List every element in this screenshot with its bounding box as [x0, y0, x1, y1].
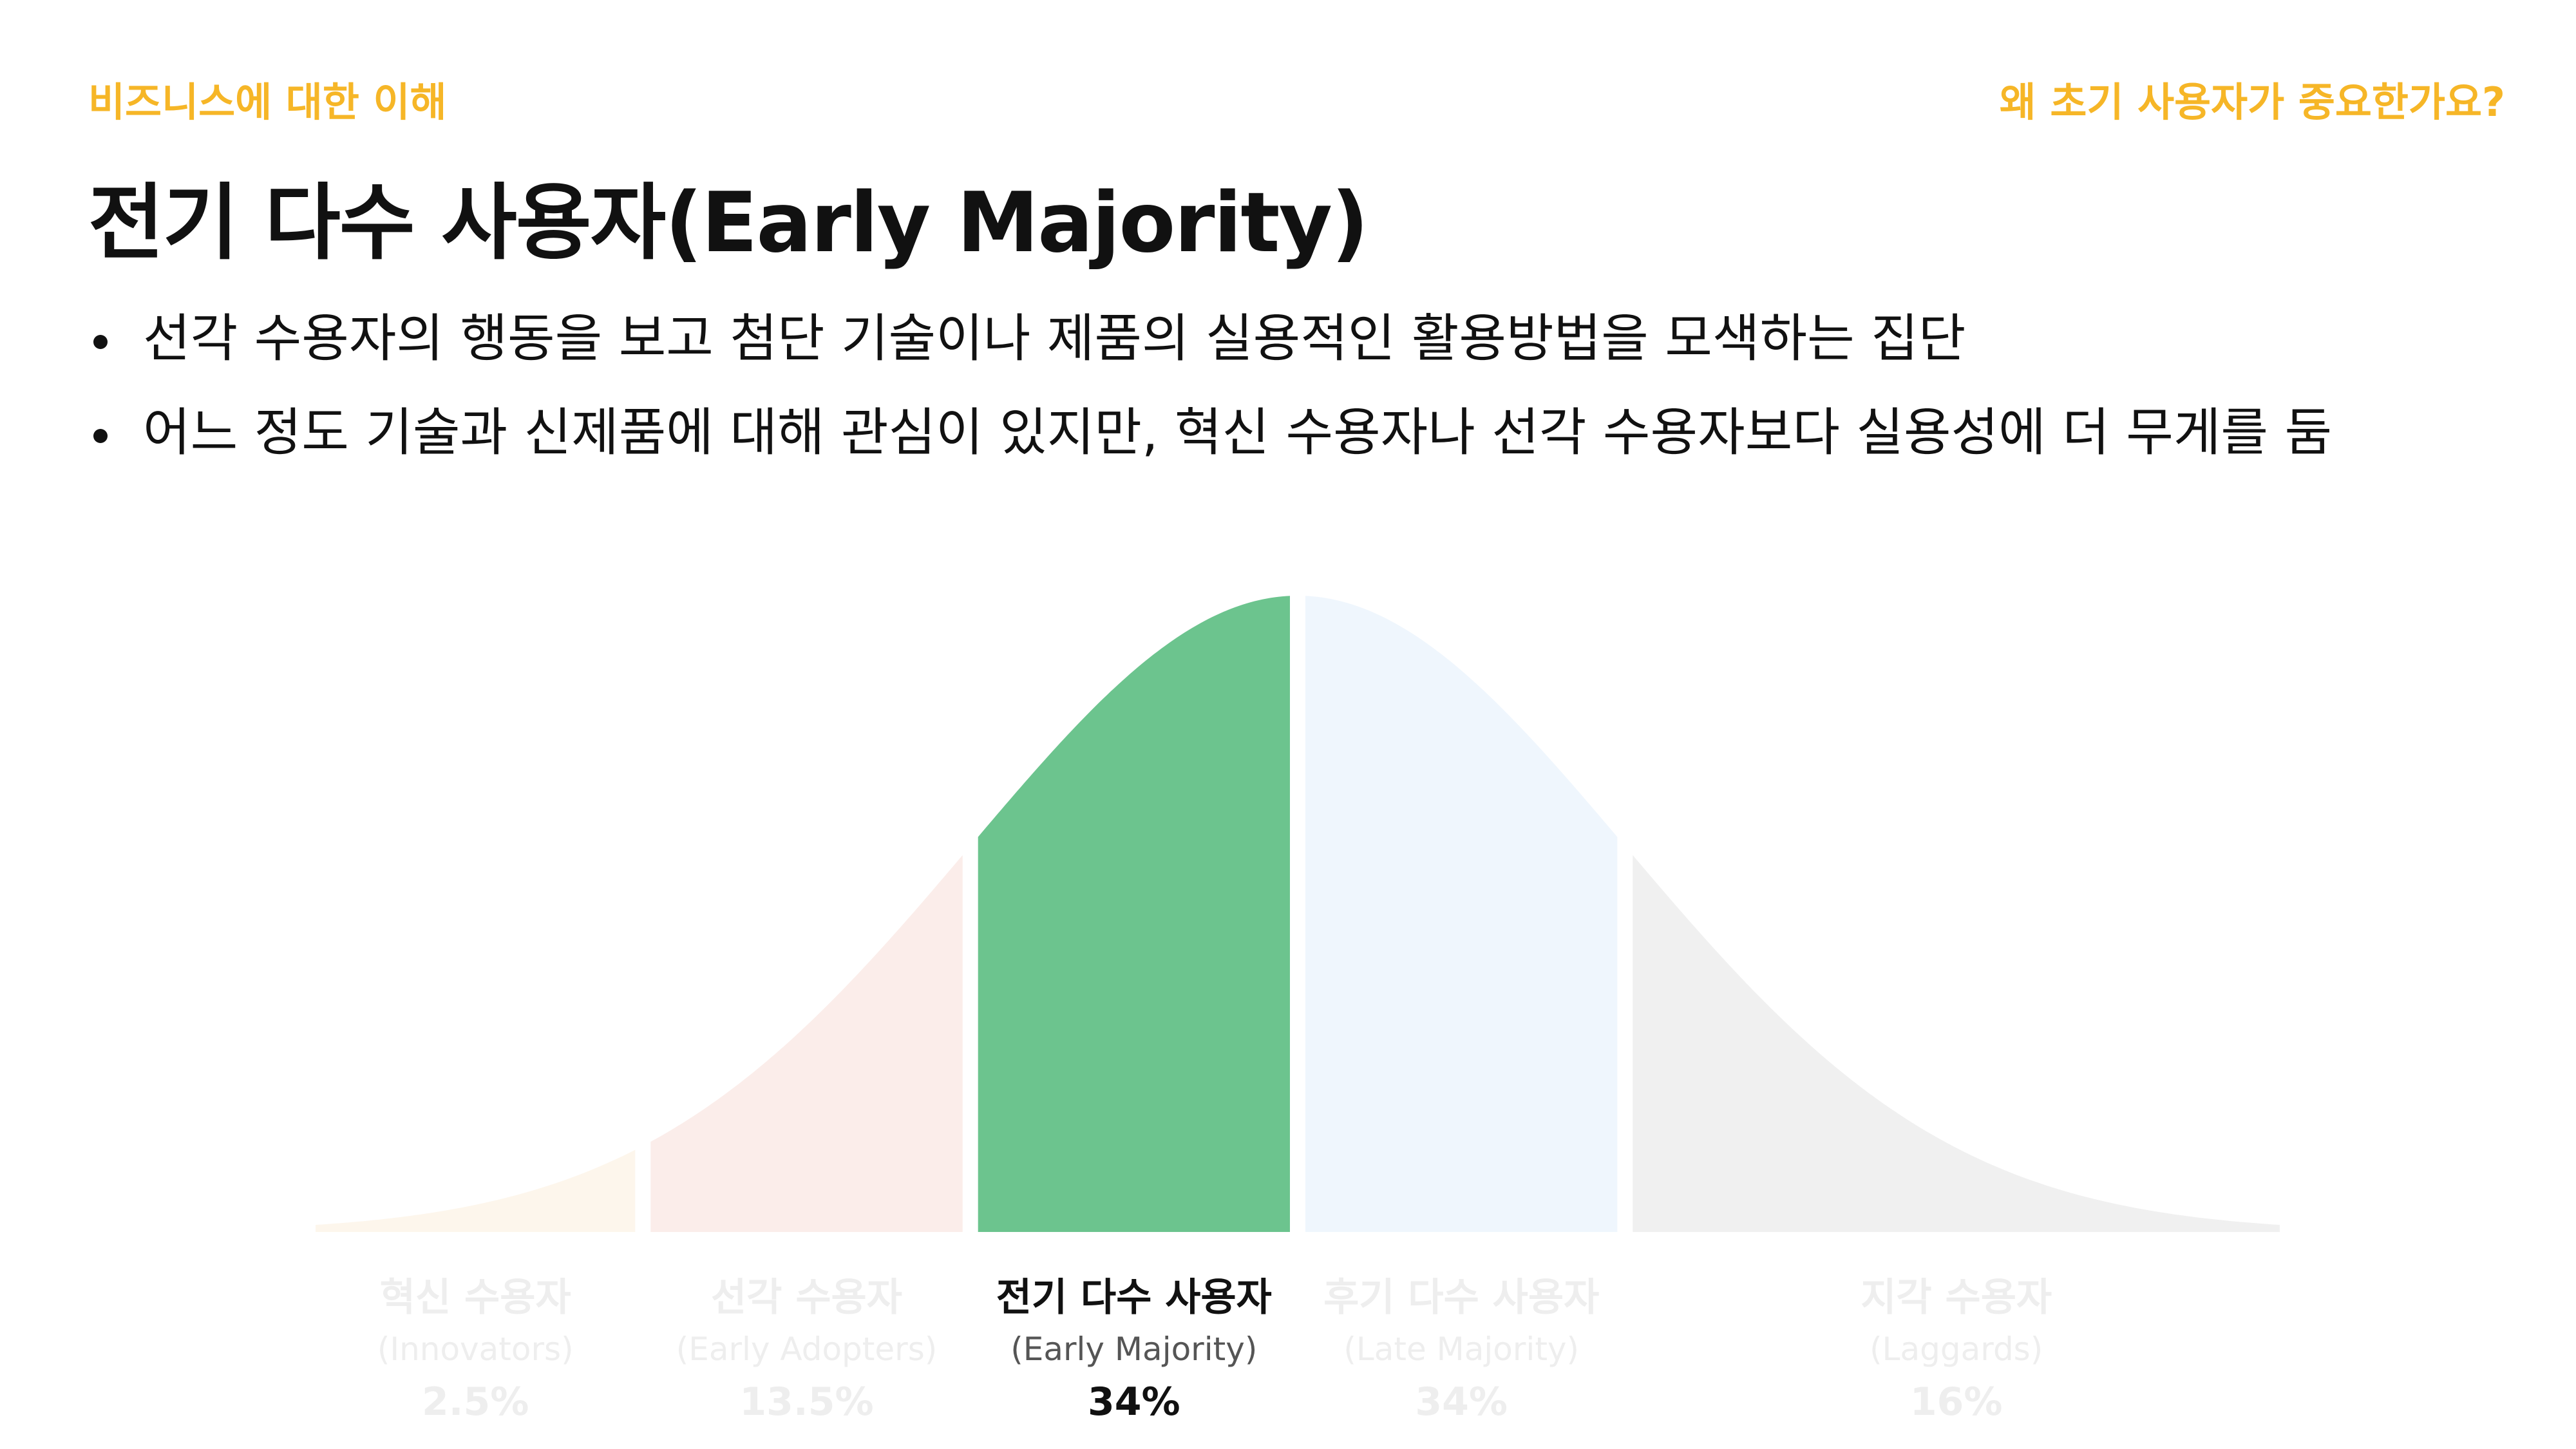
segment-name-label: 후기 다수 사용자: [1323, 1275, 1599, 1320]
segment-name-label: 혁신 수용자: [380, 1275, 571, 1320]
segment-sub-label: (Early Majority): [1010, 1331, 1257, 1368]
bullet-dot-icon: [93, 335, 108, 349]
segment-percent-label: 2.5%: [422, 1379, 529, 1425]
segment-percent-label: 34%: [1415, 1379, 1508, 1425]
segment-sub-label: (Late Majority): [1343, 1331, 1579, 1368]
segment-name-label: 지각 수용자: [1861, 1275, 2052, 1320]
bullet-text: 어느 정도 기술과 신제품에 대해 관심이 있지만, 혁신 수용자나 선각 수용…: [143, 402, 2333, 462]
segment-percent-label: 13.5%: [739, 1379, 873, 1425]
curve-segment: [1633, 855, 2280, 1232]
segment-sub-label: (Early Adopters): [676, 1331, 938, 1368]
section-label: 비즈니스에 대한 이해: [88, 79, 447, 126]
page-title: 전기 다수 사용자(Early Majority): [88, 175, 1368, 271]
curve-segment: [978, 596, 1290, 1232]
topic-label: 왜 초기 사용자가 중요한가요?: [1999, 79, 2505, 126]
bullet-item: 어느 정도 기술과 신제품에 대해 관심이 있지만, 혁신 수용자나 선각 수용…: [88, 402, 2332, 496]
segment-percent-label: 34%: [1088, 1379, 1180, 1425]
bullet-dot-icon: [93, 429, 108, 443]
curve-segment: [316, 1150, 636, 1232]
segment-percent-label: 16%: [1910, 1379, 2003, 1425]
segment-name-label: 전기 다수 사용자: [996, 1275, 1272, 1320]
bullet-text: 선각 수용자의 행동을 보고 첨단 기술이나 제품의 실용적인 활용방법을 모색…: [143, 308, 1966, 368]
segment-sub-label: (Innovators): [377, 1331, 574, 1368]
segment-name-label: 선각 수용자: [711, 1275, 902, 1320]
segment-sub-label: (Laggards): [1870, 1331, 2043, 1368]
bullet-list: 선각 수용자의 행동을 보고 첨단 기술이나 제품의 실용적인 활용방법을 모색…: [88, 308, 2332, 496]
curve-segment: [650, 855, 963, 1232]
curve-segment: [1305, 596, 1618, 1232]
bullet-item: 선각 수용자의 행동을 보고 첨단 기술이나 제품의 실용적인 활용방법을 모색…: [88, 308, 2332, 402]
